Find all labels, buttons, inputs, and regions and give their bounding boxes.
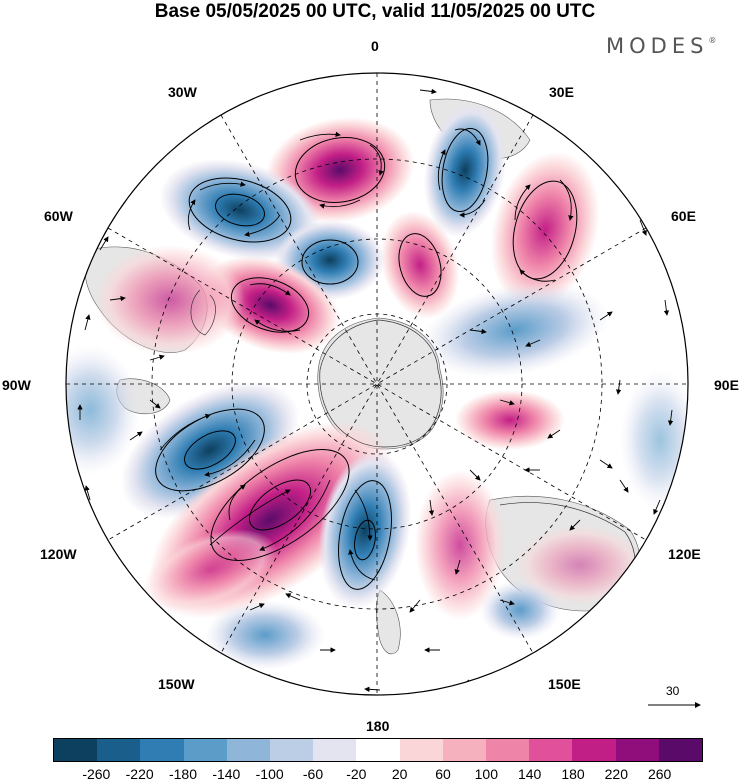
colorbar-swatch — [658, 739, 703, 761]
colorbar-swatch — [442, 739, 487, 761]
meridian-label-90w: 90W — [2, 377, 31, 393]
meridian-label-120e: 120E — [668, 546, 701, 562]
colorbar — [53, 738, 703, 762]
negative-anomaly-indian — [423, 102, 507, 238]
colorbar-tick-label: 180 — [561, 766, 585, 782]
colorbar-tick-label: -260 — [82, 766, 111, 782]
positive-anomaly-kerguelen — [380, 210, 460, 320]
reference-vector-label: 30 — [666, 684, 680, 698]
meridian-label-120w: 120W — [40, 546, 77, 562]
positive-anomaly-south-america-edge — [143, 529, 277, 611]
meridian-label-60w: 60W — [44, 208, 73, 224]
negative-anomaly-southern-ocean — [421, 282, 609, 378]
colorbar-tick-label: 140 — [517, 766, 542, 782]
negative-anomaly-ross-sea — [318, 450, 412, 610]
colorbar-tick-label: -180 — [168, 766, 198, 782]
graticule — [66, 73, 688, 695]
colorbar-swatch — [97, 739, 141, 761]
colorbar-tick-label: 100 — [474, 766, 499, 782]
colorbar-swatch — [54, 739, 98, 761]
colorbar-tick-label: 220 — [604, 766, 629, 782]
geopotential-contours — [155, 127, 578, 590]
colorbar-tick-label: -60 — [302, 766, 324, 782]
meridian-label-150w: 150W — [158, 676, 195, 692]
colorbar-tick-label: 60 — [435, 766, 451, 782]
negative-anomaly-west — [66, 345, 140, 475]
colorbar-swatch — [313, 739, 357, 761]
anomaly-fields — [66, 102, 688, 670]
map-boundary — [65, 72, 689, 696]
colorbar-tick-label: -220 — [125, 766, 154, 782]
positive-anomaly-southwest-indian — [490, 151, 600, 309]
brand-logo: MODES® — [606, 34, 716, 58]
colorbar-tick-label: -100 — [255, 766, 284, 782]
positive-anomaly-argentina — [95, 245, 245, 355]
colorbar-tick-label: -20 — [346, 766, 367, 782]
colorbar-swatch — [226, 739, 271, 761]
colorbar-tick-label: 260 — [647, 766, 672, 782]
brand-name: MODES — [606, 34, 709, 58]
negative-anomaly-tasman-far — [480, 580, 560, 640]
colorbar-swatch — [183, 739, 227, 761]
positive-anomaly-australia — [515, 525, 645, 605]
colorbar-swatch — [356, 739, 400, 761]
colorbar-swatch — [486, 739, 530, 761]
positive-anomaly-east-antarctica — [455, 390, 565, 450]
meridian-label-180: 180 — [366, 718, 390, 734]
meridian-label-90e: 90E — [714, 377, 739, 393]
colorbar-swatch — [399, 739, 443, 761]
meridian-label-30w: 30W — [168, 84, 197, 100]
colorbar-swatch — [270, 739, 314, 761]
brand-trademark: ® — [708, 36, 717, 45]
map-title: Base 05/05/2025 00 UTC, valid 11/05/2025… — [154, 1, 596, 22]
meridian-label-150e: 150E — [548, 676, 581, 692]
colorbar-tick-label: 20 — [391, 766, 408, 782]
meridian-label-0: 0 — [371, 38, 379, 54]
meridian-label-60e: 60E — [671, 208, 696, 224]
colorbar-tick-label: -140 — [212, 766, 241, 782]
colorbar-swatch — [140, 739, 184, 761]
colorbar-swatch — [615, 739, 659, 761]
colorbar-swatch — [529, 739, 573, 761]
negative-anomaly-pacific-far — [205, 600, 325, 670]
meridian-label-30e: 30E — [549, 84, 574, 100]
colorbar-swatch — [572, 739, 616, 761]
